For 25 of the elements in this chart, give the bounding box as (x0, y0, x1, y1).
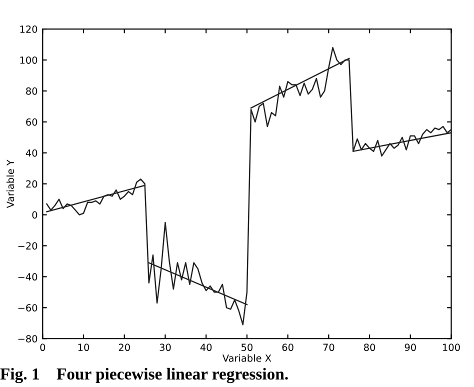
y-tick-label: −60 (18, 304, 38, 312)
y-tick-label: 60 (26, 118, 38, 126)
y-axis-title: Variable Y (6, 160, 14, 208)
y-tick-label: −20 (18, 242, 38, 250)
y-tick-label: 20 (26, 180, 38, 188)
x-tick-label: 40 (200, 344, 212, 352)
y-tick-label: −40 (18, 273, 38, 281)
x-tick-label: 60 (282, 344, 294, 352)
y-tick-label: 0 (32, 211, 38, 219)
x-tick-label: 30 (160, 344, 171, 352)
y-tick-label: 40 (26, 149, 38, 157)
x-tick-label: 10 (78, 344, 90, 352)
y-tick-label: 80 (26, 87, 38, 95)
caption: Fig. 1 Four piecewise linear regression. (0, 368, 288, 384)
x-tick-label: 90 (404, 344, 416, 352)
x-tick-label: 80 (364, 344, 376, 352)
x-tick-label: 20 (118, 344, 130, 352)
x-tick-label: 0 (40, 344, 46, 352)
x-tick-label: 50 (242, 344, 252, 352)
y-tick-label: −80 (18, 335, 38, 342)
x-axis-title: Variable X (222, 354, 272, 362)
y-tick-label: 100 (20, 56, 38, 64)
x-tick-label: 70 (323, 344, 334, 352)
y-tick-label: 120 (20, 26, 38, 33)
x-tick-label: 100 (443, 344, 460, 352)
